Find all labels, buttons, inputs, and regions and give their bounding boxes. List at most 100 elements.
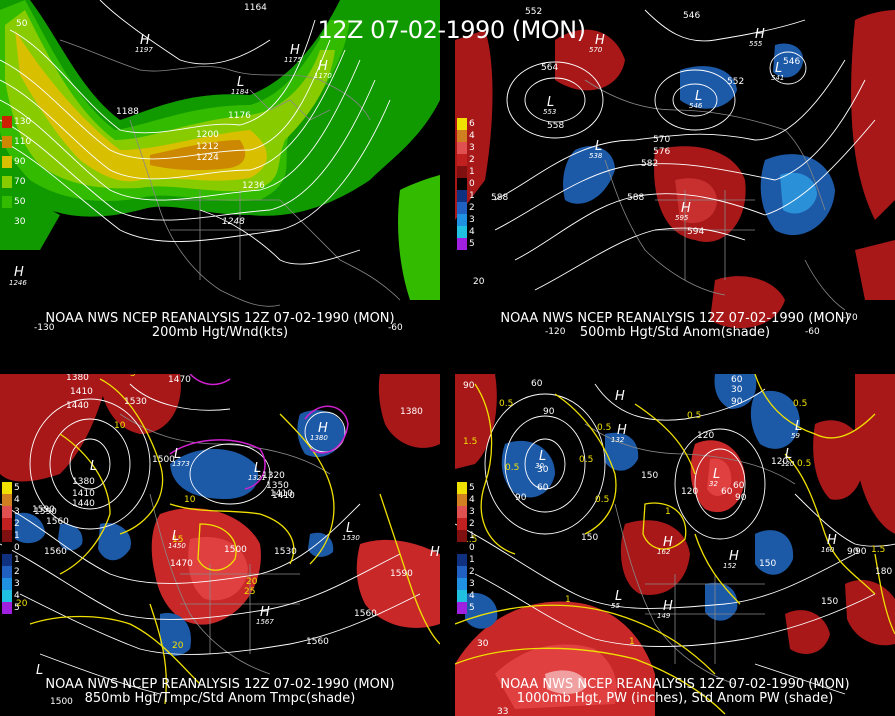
colorbar-label: 1 bbox=[14, 555, 20, 565]
pw-labels: 0.5 0.5 0.5 0.5 0.5 0.5 0.5 1 1 1.5 1.5 … bbox=[463, 399, 885, 647]
colorbar-label: 2 bbox=[469, 203, 475, 213]
contour-label: 1470 bbox=[170, 559, 193, 569]
low-marker: L bbox=[539, 449, 546, 464]
colorbar-label: 70 bbox=[14, 177, 26, 187]
colorbar-swatch bbox=[2, 578, 12, 590]
low-marker: L bbox=[713, 467, 720, 482]
colorbar-label: 4 bbox=[469, 591, 475, 601]
contour-label: 1440 bbox=[66, 401, 89, 411]
colorbar-label: 1 bbox=[469, 167, 475, 177]
contour-label: 60 bbox=[721, 487, 733, 497]
colorbar-swatch bbox=[2, 216, 12, 228]
contour-label: 1380 bbox=[400, 407, 423, 417]
caption-line1: NOAA NWS NCEP REANALYSIS 12Z 07-02-1990 … bbox=[45, 311, 395, 326]
panel-caption: NOAA NWS NCEP REANALYSIS 12Z 07-02-1990 … bbox=[455, 312, 895, 340]
colorbar-1000mb: 5 4 3 2 1 0 1 2 3 4 5 bbox=[457, 482, 483, 614]
contour-label: 150 bbox=[759, 559, 776, 569]
freezing-contours bbox=[169, 374, 349, 490]
pw-label: 0.5 bbox=[595, 495, 609, 505]
pw-label: 1 bbox=[629, 637, 635, 647]
colorbar-200mb: 130 110 90 70 50 30 bbox=[2, 116, 32, 228]
contour-label: -120 bbox=[545, 327, 566, 337]
lon-labels-200mb: -130 -60 bbox=[34, 323, 403, 333]
high-value: 162 bbox=[657, 548, 671, 556]
contour-label: 60 bbox=[531, 379, 543, 389]
colorbar-label: 2 bbox=[14, 519, 20, 529]
contour-label: 90 bbox=[515, 493, 527, 503]
high-marker: H bbox=[318, 59, 328, 74]
panel-200mb-map: 1164 1188 1176 1200 1212 1224 1236 1248 … bbox=[0, 0, 440, 333]
high-value: 595 bbox=[675, 214, 689, 222]
map-outline bbox=[59, 39, 401, 307]
pw-label: 0.5 bbox=[687, 411, 701, 421]
colorbar-label: 110 bbox=[14, 137, 32, 147]
contour-label: 1188 bbox=[116, 107, 139, 117]
high-marker: H bbox=[617, 423, 627, 438]
caption-line2: 850mb Hgt/Tmpc/Std Anom Tmpc(shade) bbox=[84, 691, 356, 706]
colorbar-swatch bbox=[457, 530, 467, 542]
contour-label: 90 bbox=[543, 407, 555, 417]
contour-label: 30 bbox=[537, 465, 549, 475]
anomaly-shading-500mb bbox=[455, 10, 895, 329]
colorbar-swatch bbox=[2, 590, 12, 602]
high-marker: H bbox=[260, 605, 270, 620]
map-outline bbox=[119, 413, 331, 675]
pw-label: 1.5 bbox=[871, 545, 885, 555]
pw-label: 0.5 bbox=[505, 463, 519, 473]
wind-shade-east bbox=[398, 175, 440, 300]
colorbar-swatch bbox=[457, 482, 467, 494]
colorbar-swatch bbox=[457, 142, 467, 154]
contour-label: 30 bbox=[731, 385, 743, 395]
high-marker: H bbox=[729, 549, 739, 564]
colorbar-label: 2 bbox=[469, 519, 475, 529]
colorbar-swatch bbox=[457, 178, 467, 190]
contour-label: 90 bbox=[463, 381, 475, 391]
colorbar-swatch bbox=[457, 130, 467, 142]
colorbar-swatch bbox=[2, 530, 12, 542]
lon-label: -130 bbox=[34, 323, 55, 333]
contour-label: 50 bbox=[16, 19, 28, 29]
colorbar-swatch bbox=[2, 566, 12, 578]
panel-850mb-map: 1380 1410 1440 1470 1500 1530 1560 1590 … bbox=[0, 374, 440, 707]
panel-200mb: 1164 1188 1176 1200 1212 1224 1236 1248 … bbox=[0, 0, 440, 342]
contour-label: 1590 bbox=[34, 507, 57, 517]
colorbar-swatch bbox=[457, 602, 467, 614]
wind-shade-90 bbox=[15, 30, 267, 182]
contour-label: 1470 bbox=[168, 375, 191, 385]
contour-label: 1164 bbox=[244, 3, 267, 13]
pw-label: 1.5 bbox=[463, 535, 477, 545]
colorbar-label: 1 bbox=[469, 191, 475, 201]
contour-label: 552 bbox=[727, 77, 744, 87]
contour-label: 90 bbox=[731, 397, 743, 407]
height-contours bbox=[0, 383, 421, 695]
high-value: 160 bbox=[821, 546, 835, 554]
pw-label: 1.5 bbox=[463, 437, 477, 447]
high-marker: H bbox=[663, 535, 673, 550]
contour-label: 120 bbox=[771, 457, 788, 467]
low-marker: L bbox=[172, 529, 179, 544]
lon-label: -60 bbox=[388, 323, 403, 333]
colorbar-label: 0 bbox=[469, 179, 475, 189]
high-value: 1175 bbox=[284, 56, 302, 64]
contour-label: 1560 bbox=[44, 547, 67, 557]
low-marker: L bbox=[615, 589, 622, 604]
high-value: 132 bbox=[611, 436, 625, 444]
high-value: 570 bbox=[589, 46, 603, 54]
colorbar-swatch bbox=[457, 166, 467, 178]
panel-500mb: 552 546 564 558 552 570 576 582 588 594 … bbox=[455, 0, 895, 342]
temp-label: 15 bbox=[172, 535, 183, 545]
colorbar-swatch bbox=[457, 590, 467, 602]
contour-label: 60 bbox=[731, 375, 743, 385]
colorbar-swatch bbox=[2, 554, 12, 566]
high-value: 1567 bbox=[256, 618, 274, 626]
low-value: 553 bbox=[543, 108, 556, 116]
contour-label: 1410 bbox=[272, 491, 295, 501]
contour-label: 1560 bbox=[306, 637, 329, 647]
contour-labels-850mb: 1380 1410 1440 1470 1500 1530 1560 1590 … bbox=[16, 374, 423, 707]
high-value: 1184 bbox=[231, 88, 249, 96]
pw-label: 0.5 bbox=[597, 423, 611, 433]
pw-label: 0.5 bbox=[579, 455, 593, 465]
high-marker: H bbox=[615, 389, 625, 404]
colorbar-label: 4 bbox=[469, 495, 475, 505]
colorbar-label: 4 bbox=[14, 591, 20, 601]
